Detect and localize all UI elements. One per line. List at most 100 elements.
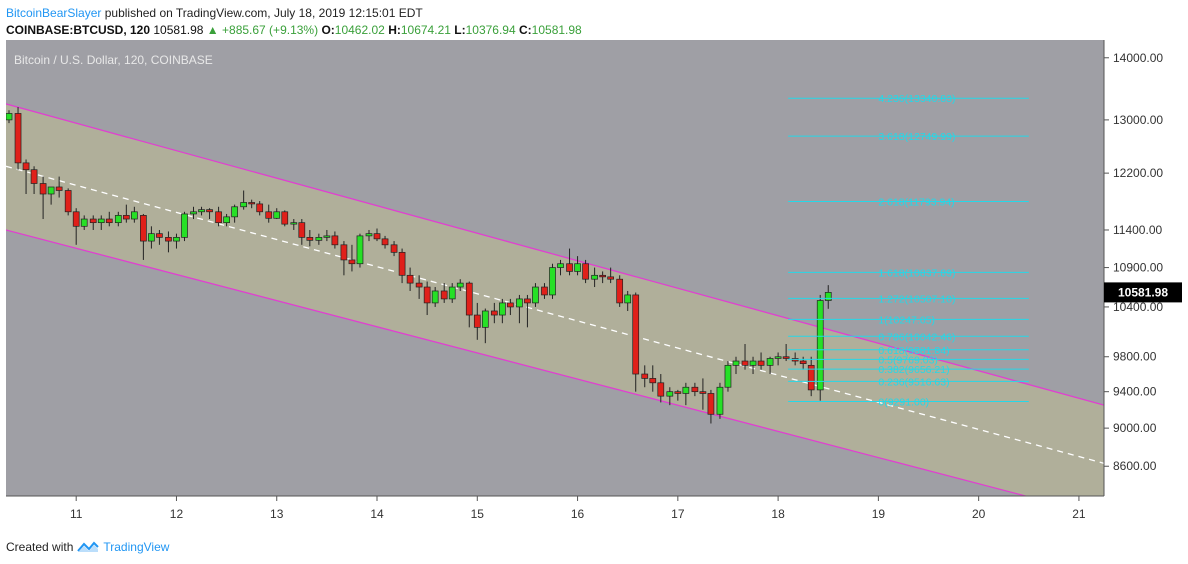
candle-body [315,237,323,241]
close-label: C: [519,23,532,37]
publish-header: BitcoinBearSlayer published on TradingVi… [6,4,423,22]
candle-body [465,282,473,316]
candle-body [782,356,790,359]
candle-body [499,302,506,316]
candle-body [691,386,699,393]
fib-level-label: 0.5(9769.03) [878,354,938,366]
candle-body [131,211,138,220]
x-tick-label: 20 [972,507,986,521]
candle-body [682,386,690,394]
candle-body [290,222,298,225]
x-tick-label: 13 [270,507,284,521]
tradingview-link[interactable]: TradingView [103,540,170,554]
fib-level-label: 0.618(9881.84) [878,345,949,357]
fib-level-label: 0.236(9516.63) [878,376,949,388]
candle-body [507,302,514,308]
high-value: 10674.21 [400,23,451,37]
candle-body [190,211,197,215]
candle-body [348,259,356,265]
high-label: H: [388,23,401,37]
candle-body [632,294,640,375]
candle-body [240,202,247,208]
fib-level-label: 0.382(9656.21) [878,364,949,376]
candle-body [231,206,238,218]
candle-body [140,215,147,242]
candle-body [22,162,30,171]
last-price: 10581.98 [153,23,204,37]
y-tick-label: 14000.00 [1113,51,1163,65]
fib-level-label: 1(10247.05) [878,314,935,326]
candle-body [431,290,439,304]
candle-body [72,211,80,227]
y-tick-label: 9800.00 [1113,350,1157,364]
x-tick-label: 12 [170,507,184,521]
ohlc-legend: COINBASE:BTCUSD, 120 10581.98 ▲ +885.67 … [6,21,582,39]
candle-body [641,373,649,379]
candle-body [473,314,481,328]
change-value: +885.67 (+9.13%) [222,23,319,37]
candle-body [657,382,665,397]
author-link[interactable]: BitcoinBearSlayer [6,6,102,20]
published-text: published on TradingView.com, July 18, 2… [104,6,423,20]
candle-body [807,364,815,391]
candle-body [557,263,564,268]
up-triangle-icon: ▲ [206,23,219,37]
low-label: L: [454,23,466,37]
fib-level-label: 4.236(13340.83) [878,93,955,105]
price-chart[interactable]: 4.236(13340.83) 3.618(12749.99) 2.618(1179… [6,40,1182,526]
chart-area[interactable]: 4.236(13340.83) 3.618(12749.99) 2.618(1179… [6,40,1182,526]
candle-body [824,292,832,301]
candle-body [456,282,464,288]
candle-body [591,274,598,280]
candle-body [89,218,97,224]
candle-body [799,360,807,364]
candle-body [265,211,273,219]
candle-body [64,190,72,213]
candle-body [541,286,548,296]
candle-body [524,298,531,304]
x-tick-label: 18 [771,507,785,521]
current-price-label: 10581.98 [1118,285,1168,299]
candle-body [516,298,523,308]
candle-body [331,235,339,246]
x-tick-label: 16 [571,507,585,521]
y-tick-label: 12200.00 [1113,166,1163,180]
candle-body [574,263,581,272]
candle-body [248,202,256,205]
fib-level-label: 0.786(10042.46) [878,331,955,343]
fib-level-label: 1.618(10837.89) [878,267,955,279]
y-tick-label: 8600.00 [1113,459,1157,473]
x-tick-label: 19 [872,507,886,521]
candle-body [198,209,205,213]
candle-body [298,222,306,238]
candle-body [165,237,172,242]
candle-body [39,183,47,195]
fib-level-label: 3.618(12749.99) [878,131,955,143]
candle-body [599,274,606,278]
candle-body [148,233,155,242]
symbol-label: COINBASE:BTCUSD, 120 [6,23,151,37]
candle-body [273,211,281,219]
candle-body [105,218,113,224]
candle-body [356,235,364,265]
chart-title: Bitcoin / U.S. Dollar, 120, COINBASE [14,53,213,67]
candle-body [816,300,824,391]
time-axis[interactable]: 11 12 13 14 15 16 17 18 19 20 21 [6,495,1182,526]
candle-body [14,113,22,164]
y-tick-label: 9000.00 [1113,421,1157,435]
candle-body [549,267,556,296]
candle-body [607,276,615,280]
close-value: 10581.98 [531,23,582,37]
price-label-tag: 10581.98 [1104,282,1182,303]
candle-body [423,286,431,304]
x-tick-label: 15 [471,507,485,521]
regression-channel [6,103,1105,518]
candle-body [490,310,498,316]
candle-body [215,211,222,224]
candle-body [757,360,765,366]
footer: Created with TradingView [6,538,169,556]
price-axis[interactable]: 14000.00 13000.00 12200.00 11400.00 10900.00… [1103,40,1182,496]
fib-level-label: 2.618(11793.94) [878,197,954,209]
tradingview-logo-icon [77,541,100,552]
candle-body [223,216,230,224]
